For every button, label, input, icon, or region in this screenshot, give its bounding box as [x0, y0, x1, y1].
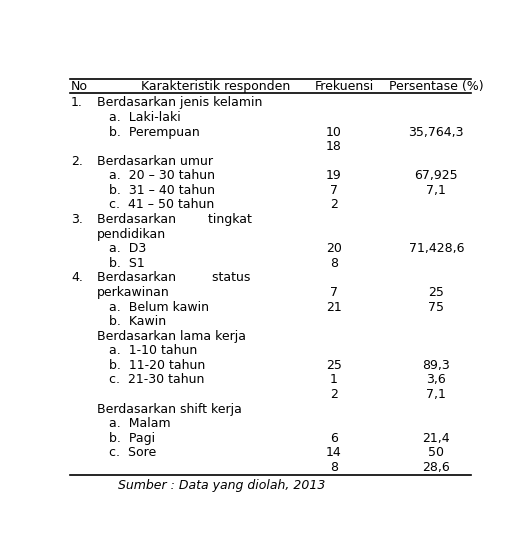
Text: b.  Pagi: b. Pagi — [109, 432, 155, 445]
Text: 14: 14 — [326, 446, 342, 460]
Text: b.  Kawin: b. Kawin — [109, 315, 166, 328]
Text: 7: 7 — [330, 184, 338, 197]
Text: b.  31 – 40 tahun: b. 31 – 40 tahun — [109, 184, 215, 197]
Text: 67,925: 67,925 — [414, 169, 458, 182]
Text: Persentase (%): Persentase (%) — [389, 80, 484, 93]
Text: Frekuensi: Frekuensi — [315, 80, 374, 93]
Text: pendidikan: pendidikan — [97, 228, 166, 241]
Text: b.  Perempuan: b. Perempuan — [109, 125, 200, 139]
Text: 75: 75 — [428, 301, 445, 314]
Text: 89,3: 89,3 — [422, 359, 450, 372]
Text: c.  41 – 50 tahun: c. 41 – 50 tahun — [109, 198, 214, 212]
Text: 7,1: 7,1 — [427, 388, 446, 401]
Text: Berdasarkan umur: Berdasarkan umur — [97, 155, 213, 168]
Text: 7: 7 — [330, 286, 338, 299]
Text: 2.: 2. — [71, 155, 83, 168]
Text: Berdasarkan lama kerja: Berdasarkan lama kerja — [97, 330, 246, 343]
Text: a.  D3: a. D3 — [109, 242, 146, 255]
Text: Berdasarkan jenis kelamin: Berdasarkan jenis kelamin — [97, 96, 262, 109]
Text: Berdasarkan         status: Berdasarkan status — [97, 271, 250, 285]
Text: perkawinan: perkawinan — [97, 286, 169, 299]
Text: a.  20 – 30 tahun: a. 20 – 30 tahun — [109, 169, 215, 182]
Text: 2: 2 — [330, 198, 338, 212]
Text: 4.: 4. — [71, 271, 83, 285]
Text: 28,6: 28,6 — [422, 461, 450, 474]
Text: 21,4: 21,4 — [422, 432, 450, 445]
Text: 2: 2 — [330, 388, 338, 401]
Text: 8: 8 — [330, 461, 338, 474]
Text: 35,764,3: 35,764,3 — [409, 125, 464, 139]
Text: b.  S1: b. S1 — [109, 257, 145, 270]
Text: c.  Sore: c. Sore — [109, 446, 156, 460]
Text: 3.: 3. — [71, 213, 83, 226]
Text: 1.: 1. — [71, 96, 83, 109]
Text: 8: 8 — [330, 257, 338, 270]
Text: Karakteristik responden: Karakteristik responden — [141, 80, 290, 93]
Text: 6: 6 — [330, 432, 338, 445]
Text: 10: 10 — [326, 125, 342, 139]
Text: 50: 50 — [428, 446, 445, 460]
Text: 71,428,6: 71,428,6 — [409, 242, 464, 255]
Text: b.  11-20 tahun: b. 11-20 tahun — [109, 359, 205, 372]
Text: Berdasarkan        tingkat: Berdasarkan tingkat — [97, 213, 251, 226]
Text: a.  Belum kawin: a. Belum kawin — [109, 301, 209, 314]
Text: 25: 25 — [326, 359, 342, 372]
Text: a.  1-10 tahun: a. 1-10 tahun — [109, 344, 197, 357]
Text: Berdasarkan shift kerja: Berdasarkan shift kerja — [97, 403, 242, 416]
Text: Sumber : Data yang diolah, 2013: Sumber : Data yang diolah, 2013 — [118, 479, 325, 492]
Text: 18: 18 — [326, 140, 342, 153]
Text: 3,6: 3,6 — [427, 374, 446, 387]
Text: 21: 21 — [326, 301, 342, 314]
Text: a.  Malam: a. Malam — [109, 417, 171, 430]
Text: 25: 25 — [428, 286, 444, 299]
Text: 20: 20 — [326, 242, 342, 255]
Text: No: No — [71, 80, 88, 93]
Text: 7,1: 7,1 — [427, 184, 446, 197]
Text: c.  21-30 tahun: c. 21-30 tahun — [109, 374, 204, 387]
Text: 1: 1 — [330, 374, 338, 387]
Text: a.  Laki-laki: a. Laki-laki — [109, 111, 181, 124]
Text: 19: 19 — [326, 169, 342, 182]
